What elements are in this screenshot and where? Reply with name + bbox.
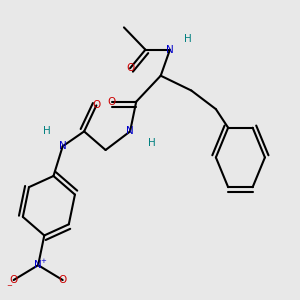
Text: O: O: [10, 275, 18, 285]
Text: N: N: [59, 141, 67, 151]
Text: N: N: [34, 260, 42, 270]
Text: N: N: [126, 126, 134, 136]
Text: O: O: [92, 100, 101, 110]
Text: −: −: [6, 283, 12, 289]
Text: +: +: [40, 259, 46, 265]
Text: O: O: [58, 275, 67, 285]
Text: H: H: [148, 138, 155, 148]
Text: N: N: [166, 45, 174, 55]
Text: H: H: [44, 126, 51, 136]
Text: O: O: [108, 97, 116, 107]
Text: H: H: [184, 34, 192, 44]
Text: O: O: [126, 63, 134, 73]
